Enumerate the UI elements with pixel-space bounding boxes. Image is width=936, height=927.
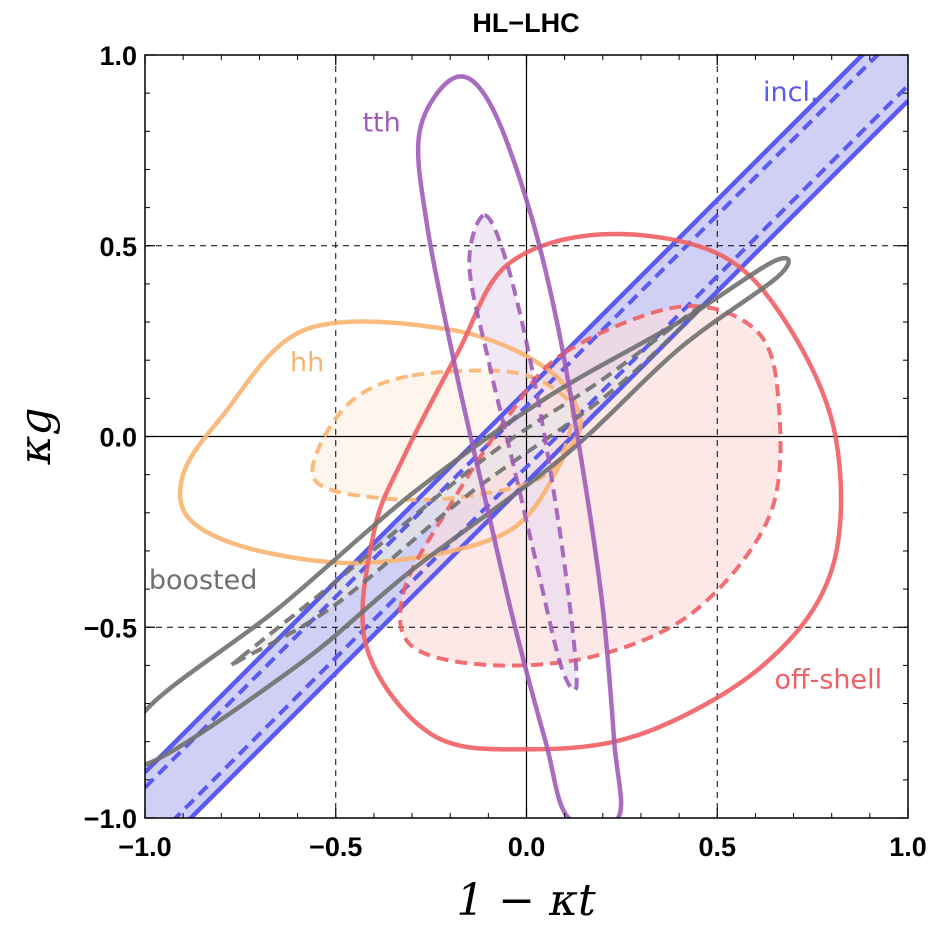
series-label-tth: tth xyxy=(362,107,400,138)
series-label-hh: hh xyxy=(290,348,324,379)
hh-outer-contour xyxy=(177,319,583,566)
y-tick-label: 0.5 xyxy=(99,232,137,262)
boosted-inner-contour xyxy=(228,304,705,668)
hh-inner-contour xyxy=(310,368,575,502)
x-tick-label: −0.5 xyxy=(309,832,362,862)
tth-outer-contour xyxy=(415,74,624,818)
x-tick-label: −1.0 xyxy=(118,832,171,862)
x-tick-label: 0.0 xyxy=(508,832,546,862)
chart-title: HL−LHC xyxy=(472,8,579,38)
axis-ticks: −1.0−1.0 −0.5 −0.5 0.0 0.0 0.5 0.5 1.0 1.0 xyxy=(84,41,927,862)
off-shell-outer-contour xyxy=(360,231,844,752)
y-tick-label: 0.0 xyxy=(99,423,137,453)
y-tick-label: −0.5 xyxy=(84,613,137,643)
boosted-outer-contour xyxy=(145,255,791,767)
series-labels: incl. tth hh off-shell boosted xyxy=(149,77,882,696)
y-axis-label: κg xyxy=(10,407,61,465)
grid xyxy=(145,55,908,818)
boosted-inner-fill xyxy=(230,306,703,666)
y-tick-label: −1.0 xyxy=(84,804,137,834)
incl-inner-line xyxy=(145,55,881,789)
series-label-incl: incl. xyxy=(763,77,819,108)
off-shell-inner-contour xyxy=(397,304,783,668)
x-tick-label: 1.0 xyxy=(889,832,927,862)
series-label-off-shell: off-shell xyxy=(774,664,882,695)
contour-lines xyxy=(145,55,908,818)
incl-inner-line xyxy=(172,84,908,818)
y-tick-label: 1.0 xyxy=(99,41,137,71)
series-label-boosted: boosted xyxy=(149,565,258,596)
x-tick-label: 0.5 xyxy=(698,832,736,862)
off-shell-inner-fill xyxy=(399,306,781,666)
x-axis-label: 1 − κt xyxy=(456,875,596,926)
